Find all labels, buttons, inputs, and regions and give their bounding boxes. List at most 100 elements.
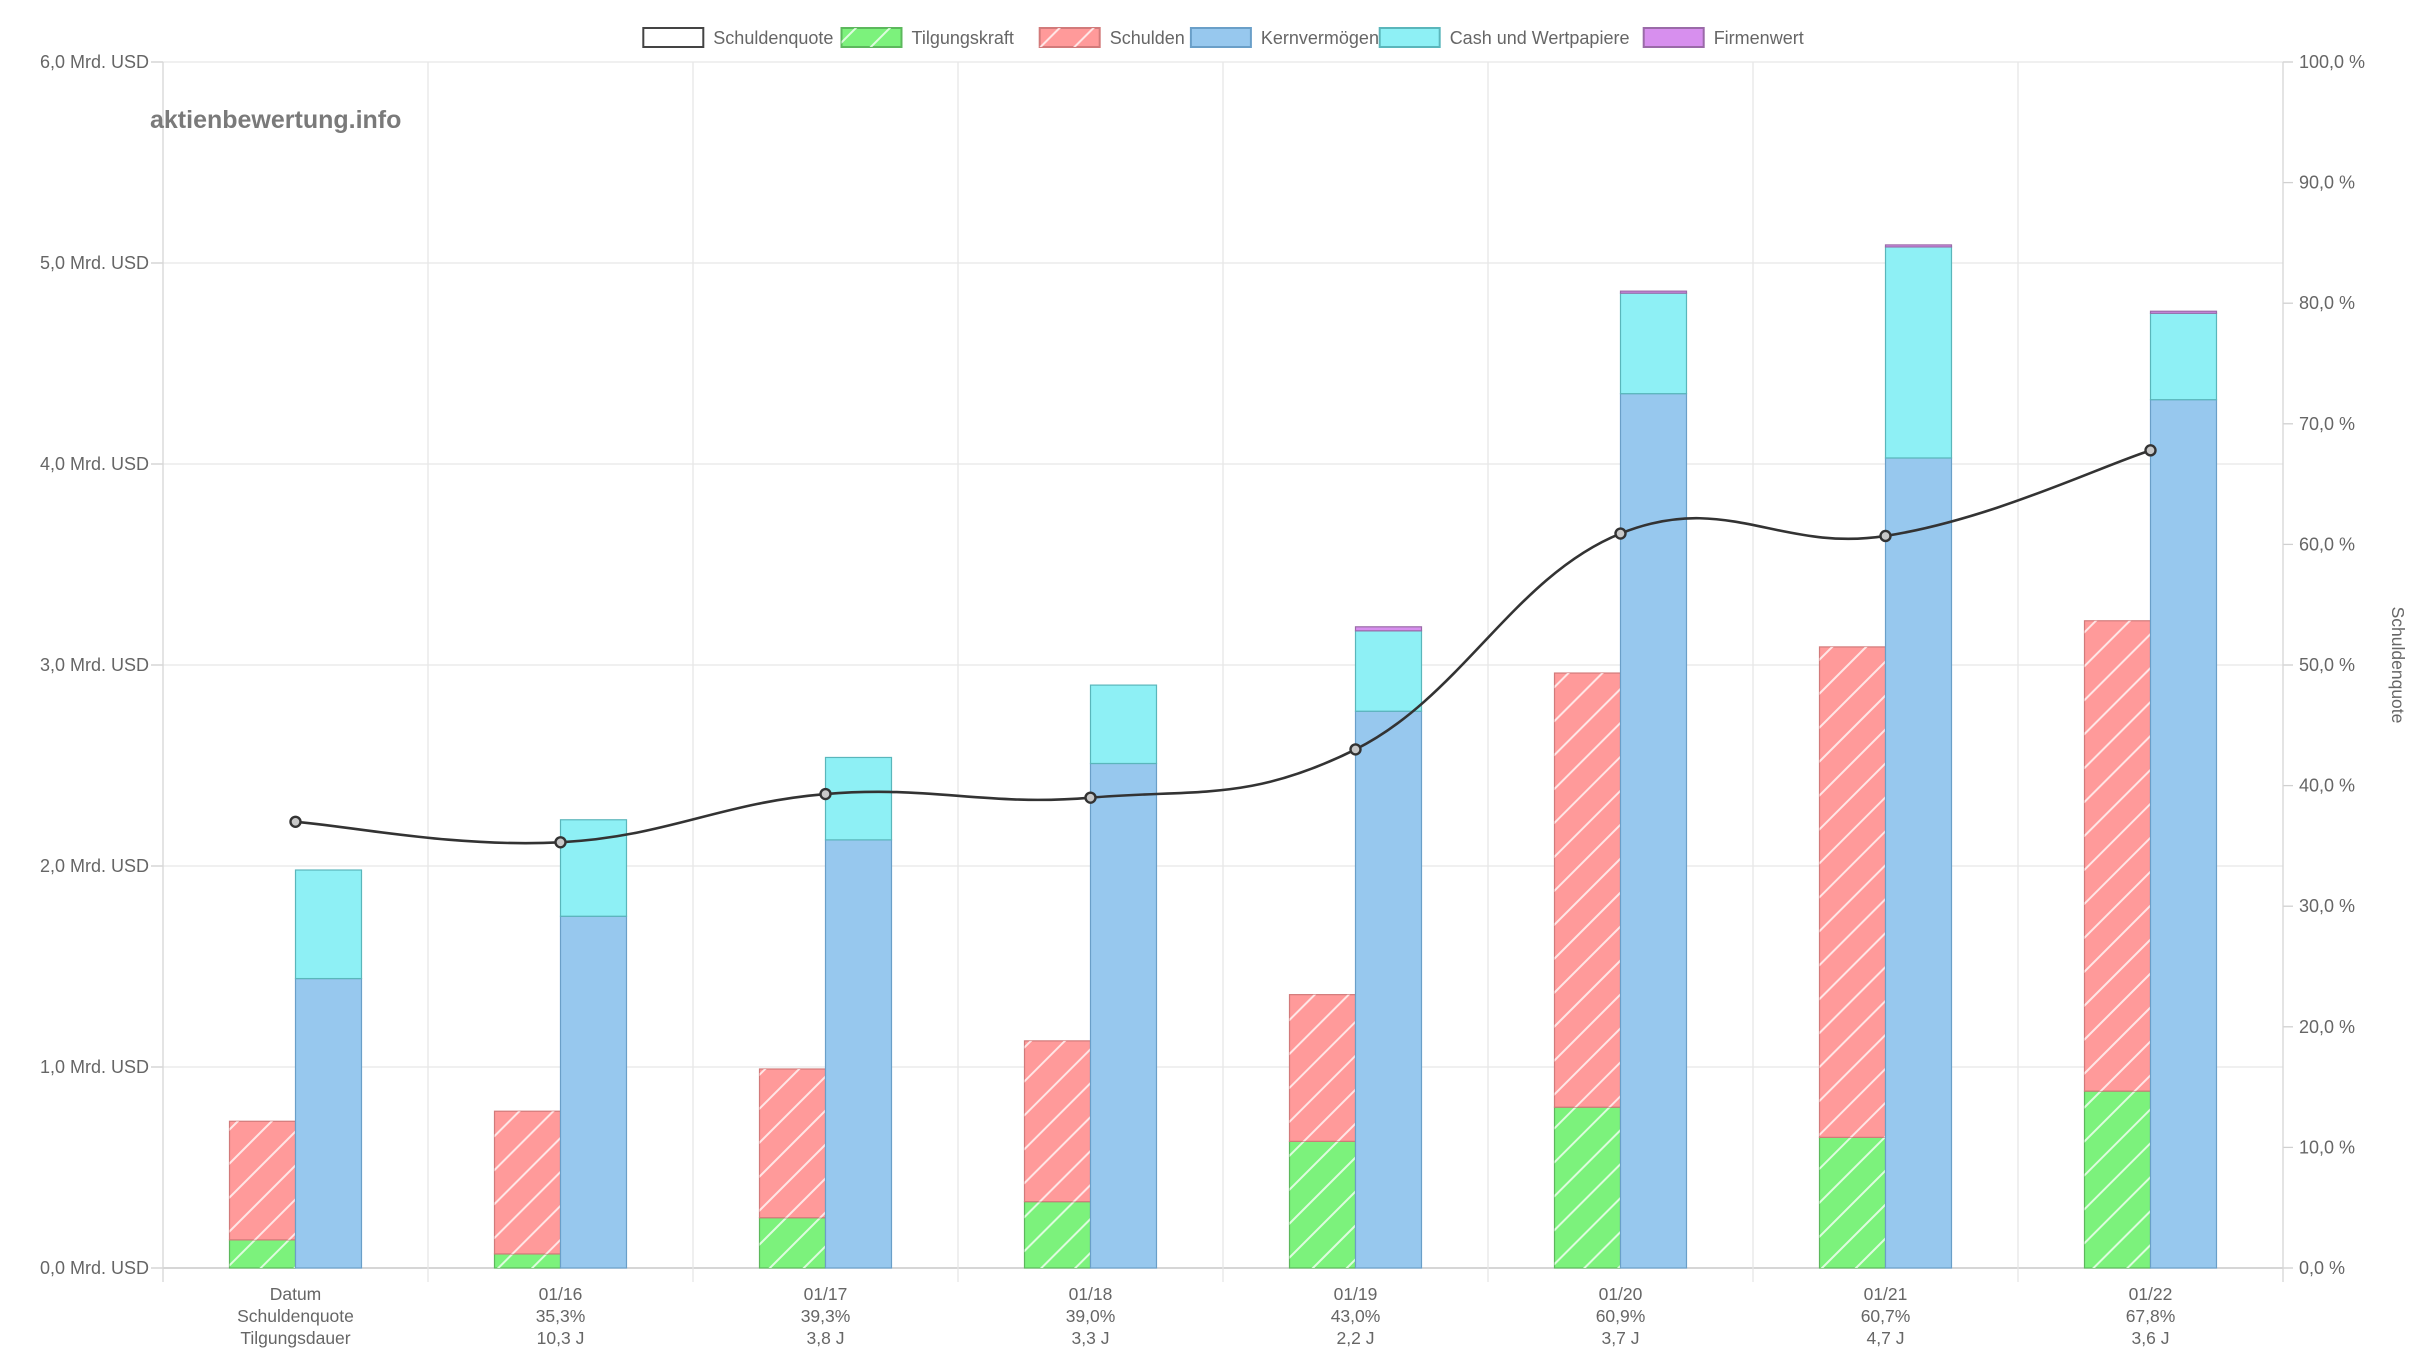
category-label: Tilgungsdauer xyxy=(240,1328,350,1348)
legend: Schuldenquote Tilgungskraft Schulden Kernve… xyxy=(642,27,1804,48)
schuldenquote-point xyxy=(1084,791,1097,804)
category-label: 4,7 J xyxy=(1867,1328,1905,1348)
left-tick-label: 0,0 Mrd. USD xyxy=(40,1258,149,1278)
bar-hatch-schulden xyxy=(1554,673,1621,1108)
legend-label-tilgungskraft: Tilgungskraft xyxy=(912,28,1014,48)
legend-label-schuldenquote: Schuldenquote xyxy=(713,28,833,48)
legend-label-cash-und-wertpapiere: Cash und Wertpapiere xyxy=(1450,28,1630,48)
legend-hatch-schulden xyxy=(1039,28,1100,47)
bar-kernverm-gen xyxy=(559,915,628,1269)
left-tick-label: 3,0 Mrd. USD xyxy=(40,655,149,675)
bar-hatch-schulden xyxy=(1289,994,1356,1142)
bar-hatch-schulden xyxy=(1024,1040,1091,1202)
category-label: 3,7 J xyxy=(1602,1328,1640,1348)
bar-cash-und-wertpapiere xyxy=(1354,630,1423,712)
left-tick-label: 6,0 Mrd. USD xyxy=(40,52,149,72)
bar-hatch-tilgungskraft xyxy=(759,1217,826,1268)
right-tick-label: 100,0 % xyxy=(2299,52,2365,72)
bars xyxy=(228,244,2218,1269)
legend-swatch-kernverm-gen xyxy=(1189,27,1252,48)
legend-swatch-firmenwert xyxy=(1642,27,1705,48)
bar-kernverm-gen xyxy=(1354,710,1423,1269)
right-tick-label: 80,0 % xyxy=(2299,293,2355,313)
category-label: 67,8% xyxy=(2126,1306,2176,1326)
right-tick-label: 40,0 % xyxy=(2299,776,2355,796)
bar-hatch-tilgungskraft xyxy=(229,1239,296,1268)
right-tick-label: 50,0 % xyxy=(2299,655,2355,675)
category-label: 39,0% xyxy=(1066,1306,1116,1326)
bar-firmenwert xyxy=(1884,244,1953,248)
schuldenquote-point xyxy=(1349,743,1362,756)
category-label: 2,2 J xyxy=(1337,1328,1375,1348)
legend-label-kernverm-gen: Kernvermögen xyxy=(1261,28,1379,48)
schuldenquote-point xyxy=(819,787,832,801)
category-label: 01/19 xyxy=(1334,1284,1378,1304)
category-label: 3,3 J xyxy=(1072,1328,1110,1348)
bar-firmenwert xyxy=(1619,290,1688,294)
bar-cash-und-wertpapiere xyxy=(2149,312,2218,401)
schuldenquote-point xyxy=(2144,444,2157,457)
grid xyxy=(151,61,2293,1282)
left-tick-label: 5,0 Mrd. USD xyxy=(40,253,149,273)
bar-cash-und-wertpapiere xyxy=(294,869,363,980)
schuldenquote-point xyxy=(554,836,567,849)
bar-hatch-tilgungskraft xyxy=(2084,1091,2151,1268)
category-label: 43,0% xyxy=(1331,1306,1381,1326)
category-label: Schuldenquote xyxy=(237,1306,354,1326)
bar-hatch-tilgungskraft xyxy=(1554,1107,1621,1268)
legend-label-schulden: Schulden xyxy=(1110,28,1185,48)
category-label: 60,7% xyxy=(1861,1306,1911,1326)
schuldenquote-line xyxy=(289,444,2157,849)
bar-kernverm-gen xyxy=(1884,457,1953,1269)
left-tick-label: 2,0 Mrd. USD xyxy=(40,856,149,876)
schuldenquote-point xyxy=(1879,529,1892,543)
right-tick-label: 60,0 % xyxy=(2299,534,2355,554)
right-axis-title: Schuldenquote xyxy=(2388,607,2408,724)
category-label: 3,6 J xyxy=(2132,1328,2170,1348)
bar-cash-und-wertpapiere xyxy=(1089,684,1158,765)
left-tick-label: 1,0 Mrd. USD xyxy=(40,1057,149,1077)
category-label: 39,3% xyxy=(801,1306,851,1326)
right-tick-label: 90,0 % xyxy=(2299,173,2355,193)
bar-hatch-tilgungskraft xyxy=(1819,1137,1886,1268)
category-label: 35,3% xyxy=(536,1306,586,1326)
category-label: 10,3 J xyxy=(537,1328,585,1348)
bar-hatch-tilgungskraft xyxy=(1024,1201,1091,1268)
category-label: Datum xyxy=(270,1284,322,1304)
right-tick-label: 10,0 % xyxy=(2299,1137,2355,1157)
bar-kernverm-gen xyxy=(824,839,893,1269)
right-tick-label: 0,0 % xyxy=(2299,1258,2345,1278)
category-label: 01/21 xyxy=(1864,1284,1908,1304)
schuldenquote-curve xyxy=(295,449,2151,845)
bar-hatch-schulden xyxy=(1819,646,1886,1138)
category-label: 01/16 xyxy=(539,1284,583,1304)
right-tick-label: 20,0 % xyxy=(2299,1017,2355,1037)
axes: 0,0 Mrd. USD 1,0 Mrd. USD 2,0 Mrd. USD 3,0 … xyxy=(40,52,2408,1348)
legend-swatch-cash-und-wertpapiere xyxy=(1378,27,1441,48)
bar-kernverm-gen xyxy=(294,977,363,1269)
bar-hatch-schulden xyxy=(494,1111,561,1254)
category-label: 01/18 xyxy=(1069,1284,1113,1304)
category-label: 3,8 J xyxy=(807,1328,845,1348)
right-tick-label: 70,0 % xyxy=(2299,414,2355,434)
bar-kernverm-gen xyxy=(2149,399,2218,1269)
bar-kernverm-gen xyxy=(1619,393,1688,1269)
legend-label-firmenwert: Firmenwert xyxy=(1714,28,1804,48)
bar-cash-und-wertpapiere xyxy=(559,819,628,917)
bar-cash-und-wertpapiere xyxy=(1884,246,1953,459)
legend-hatch-tilgungskraft xyxy=(841,28,902,47)
right-tick-label: 30,0 % xyxy=(2299,896,2355,916)
schuldenquote-point xyxy=(1614,527,1627,540)
bar-hatch-schulden xyxy=(229,1121,296,1240)
watermark: aktienbewertung.info xyxy=(150,106,401,134)
bar-hatch-tilgungskraft xyxy=(494,1253,561,1268)
bar-hatch-schulden xyxy=(759,1069,826,1218)
legend-swatch-schuldenquote xyxy=(642,27,705,48)
category-label: 01/22 xyxy=(2129,1284,2173,1304)
category-label: 60,9% xyxy=(1596,1306,1646,1326)
bar-cash-und-wertpapiere xyxy=(824,756,893,841)
category-label: 01/20 xyxy=(1599,1284,1643,1304)
bar-cash-und-wertpapiere xyxy=(1619,292,1688,395)
left-tick-label: 4,0 Mrd. USD xyxy=(40,454,149,474)
